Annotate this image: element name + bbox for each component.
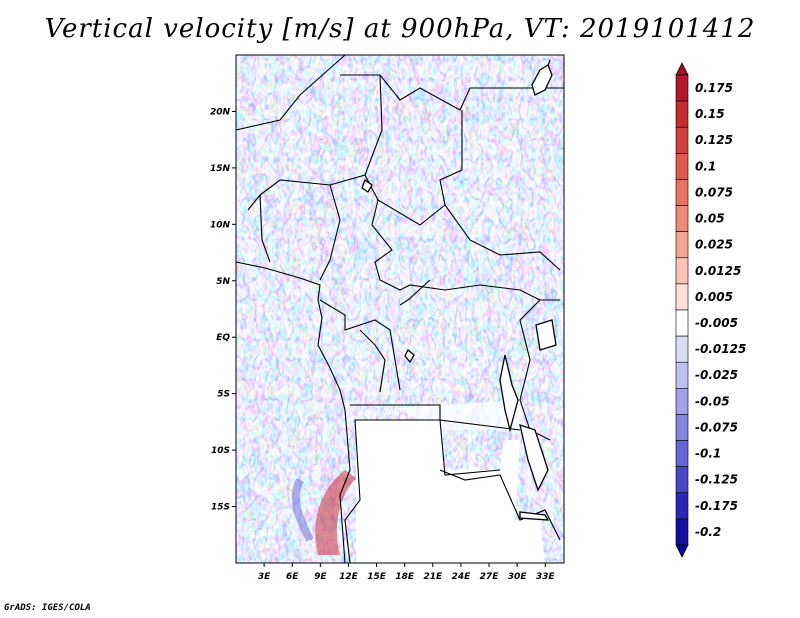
lon-label: 12E <box>339 572 359 582</box>
colorbar-label: 0.025 <box>695 238 733 252</box>
colorbar: 0.175 0.15 0.125 0.1 0.075 0.05 0.025 0.0125 0.0… <box>675 62 746 558</box>
lon-label: 24E <box>452 572 472 582</box>
colorbar-swatch <box>675 466 689 494</box>
lat-label: 5N <box>216 277 230 287</box>
colorbar-swatch <box>675 205 689 232</box>
credit-text: GrADS: IGES/COLA <box>4 603 91 613</box>
lat-label: 15S <box>211 503 230 513</box>
colorbar-swatch <box>675 361 689 389</box>
colorbar-bottom-arrow <box>675 544 689 558</box>
map-frame <box>235 54 565 564</box>
longitude-axis: 3E 6E 9E 12E 15E 18E 21E 24E 27E 30E 33E <box>258 563 556 582</box>
colorbar-label: 0.125 <box>695 133 733 147</box>
lon-label: 3E <box>258 572 271 582</box>
lat-label: 20N <box>210 107 231 117</box>
colorbar-label: -0.05 <box>695 394 730 408</box>
lat-label: 10N <box>210 220 231 230</box>
colorbar-label: 0.005 <box>695 290 733 304</box>
map-plot-area <box>236 55 564 563</box>
colorbar-label: -0.2 <box>695 525 721 539</box>
lat-label: 5S <box>217 390 230 400</box>
colorbar-label: -0.1 <box>695 447 721 461</box>
colorbar-label: -0.175 <box>695 499 738 513</box>
masked-terrain-region <box>356 420 545 563</box>
colorbar-swatch <box>675 179 689 206</box>
colorbar-swatch <box>675 414 689 441</box>
country-borders <box>235 54 564 564</box>
colorbar-label: -0.075 <box>695 420 738 434</box>
colorbar-swatch <box>675 335 689 363</box>
colorbar-swatch <box>675 518 689 546</box>
colorbar-label: 0.175 <box>695 81 733 95</box>
colorbar-swatch <box>675 100 689 128</box>
colorbar-top-arrow <box>675 62 689 76</box>
lon-label: 18E <box>395 572 415 582</box>
colorbar-swatch <box>675 74 689 102</box>
colorbar-label: -0.025 <box>695 368 738 382</box>
colorbar-label: 0.05 <box>695 212 725 226</box>
colorbar-swatch <box>675 309 689 337</box>
coastal-red-band <box>315 470 356 555</box>
coastlines <box>235 261 351 564</box>
colorbar-label: 0.1 <box>695 159 716 173</box>
lat-label: 10S <box>211 446 230 456</box>
colorbar-label: 0.075 <box>695 185 733 199</box>
lat-label: 15N <box>210 164 231 174</box>
lon-label: 30E <box>508 572 528 582</box>
colorbar-swatch <box>675 153 689 180</box>
colorbar-swatch <box>675 440 689 467</box>
lat-label: EQ <box>216 333 230 343</box>
colorbar-label: -0.0125 <box>695 342 746 356</box>
latitude-axis: 20N 15N 10N 5N EQ 5S 10S 15S <box>210 107 236 513</box>
colorbar-swatch <box>675 126 689 154</box>
lon-label: 33E <box>536 572 556 582</box>
colorbar-label: -0.125 <box>695 473 738 487</box>
colorbar-swatch <box>675 492 689 520</box>
lakes <box>361 64 557 521</box>
colorbar-label: 0.15 <box>695 107 725 121</box>
colorbar-swatch <box>675 257 689 285</box>
lon-label: 27E <box>480 572 500 582</box>
colorbar-label: 0.0125 <box>695 264 741 278</box>
colorbar-swatch <box>675 388 689 415</box>
colorbar-swatch <box>675 231 689 259</box>
lon-label: 21E <box>423 572 443 582</box>
lon-label: 9E <box>314 572 327 582</box>
chart-title: Vertical velocity [m/s] at 900hPa, VT: 2… <box>44 14 756 44</box>
colorbar-swatch <box>675 283 689 311</box>
lon-label: 15E <box>367 572 387 582</box>
colorbar-label: -0.005 <box>695 316 738 330</box>
lon-label: 6E <box>286 572 299 582</box>
